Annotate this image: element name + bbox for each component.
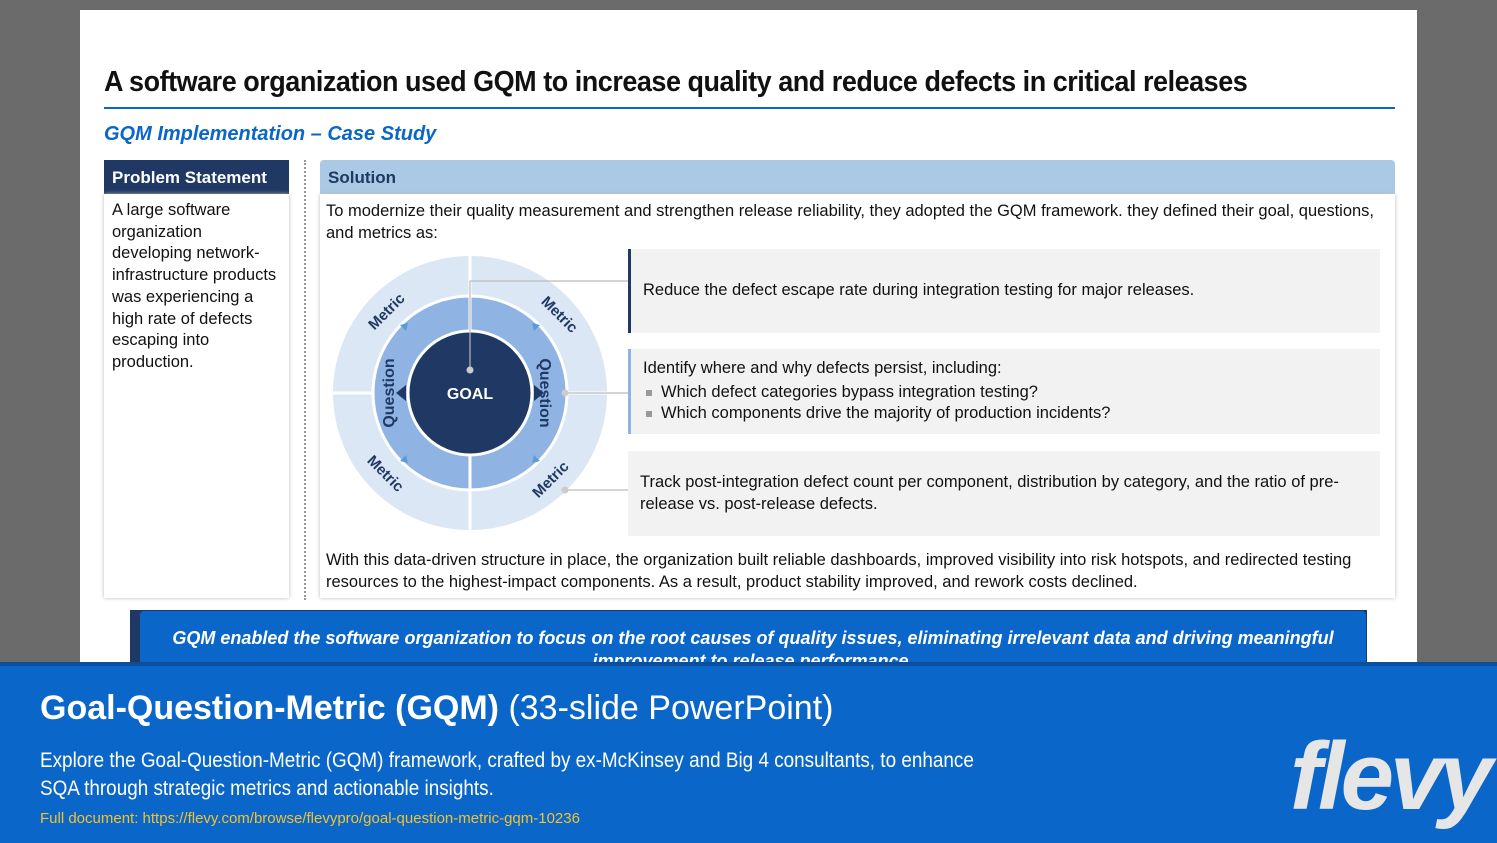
connectors [469,280,628,491]
gqm-diagram: GOAL Question Question Metric Metric Met… [333,256,628,530]
question-label: Question [381,358,398,427]
goal-label: GOAL [447,386,493,403]
logo[interactable]: flevy [1290,723,1493,830]
question-label: Question [536,358,553,427]
solution-header: Solution [320,160,1395,194]
solution-intro: To modernize their quality measurement a… [326,202,1375,242]
banner-title-main: Goal-Question-Metric (GQM) [40,689,499,727]
title-rule [104,107,1395,109]
problem-header: Problem Statement [104,160,289,194]
dot [561,486,569,494]
dot [466,366,474,374]
metric-text: Track post-integration defect count per … [640,472,1339,513]
dot [561,389,569,397]
question-list: Which defect categories bypass integrati… [643,382,1380,425]
question-item: Which components drive the majority of p… [646,403,1380,425]
slide-subtitle: GQM Implementation – Case Study [104,123,437,145]
banner-format: (33-slide PowerPoint) [508,689,834,727]
banner-description: Explore the Goal-Question-Metric (GQM) f… [40,749,974,800]
question-box: Identify where and why defects persist, … [628,349,1380,434]
banner-url[interactable]: Full document: https://flevy.com/browse/… [40,810,580,827]
slide: A software organization used GQM to incr… [80,10,1417,670]
callout: GQM enabled the software organization to… [140,611,1366,670]
banner-title: Goal-Question-Metric (GQM) (33-slide Pow… [40,689,833,728]
rings: GOAL Question Question Metric Metric Met… [333,256,607,530]
banner [0,662,1497,843]
goal-box: Reduce the defect escape rate during int… [628,249,1380,333]
question-item: Which defect categories bypass integrati… [646,382,1380,404]
goal-text: Reduce the defect escape rate during int… [643,281,1195,300]
separator [304,160,306,600]
problem-body: A large software organization developing… [104,194,289,598]
slide-title: A software organization used GQM to incr… [104,66,1248,98]
question-lead: Identify where and why defects persist, … [643,358,1002,377]
solution-closing: With this data-driven structure in place… [326,551,1352,591]
metric-box: Track post-integration defect count per … [628,451,1380,536]
